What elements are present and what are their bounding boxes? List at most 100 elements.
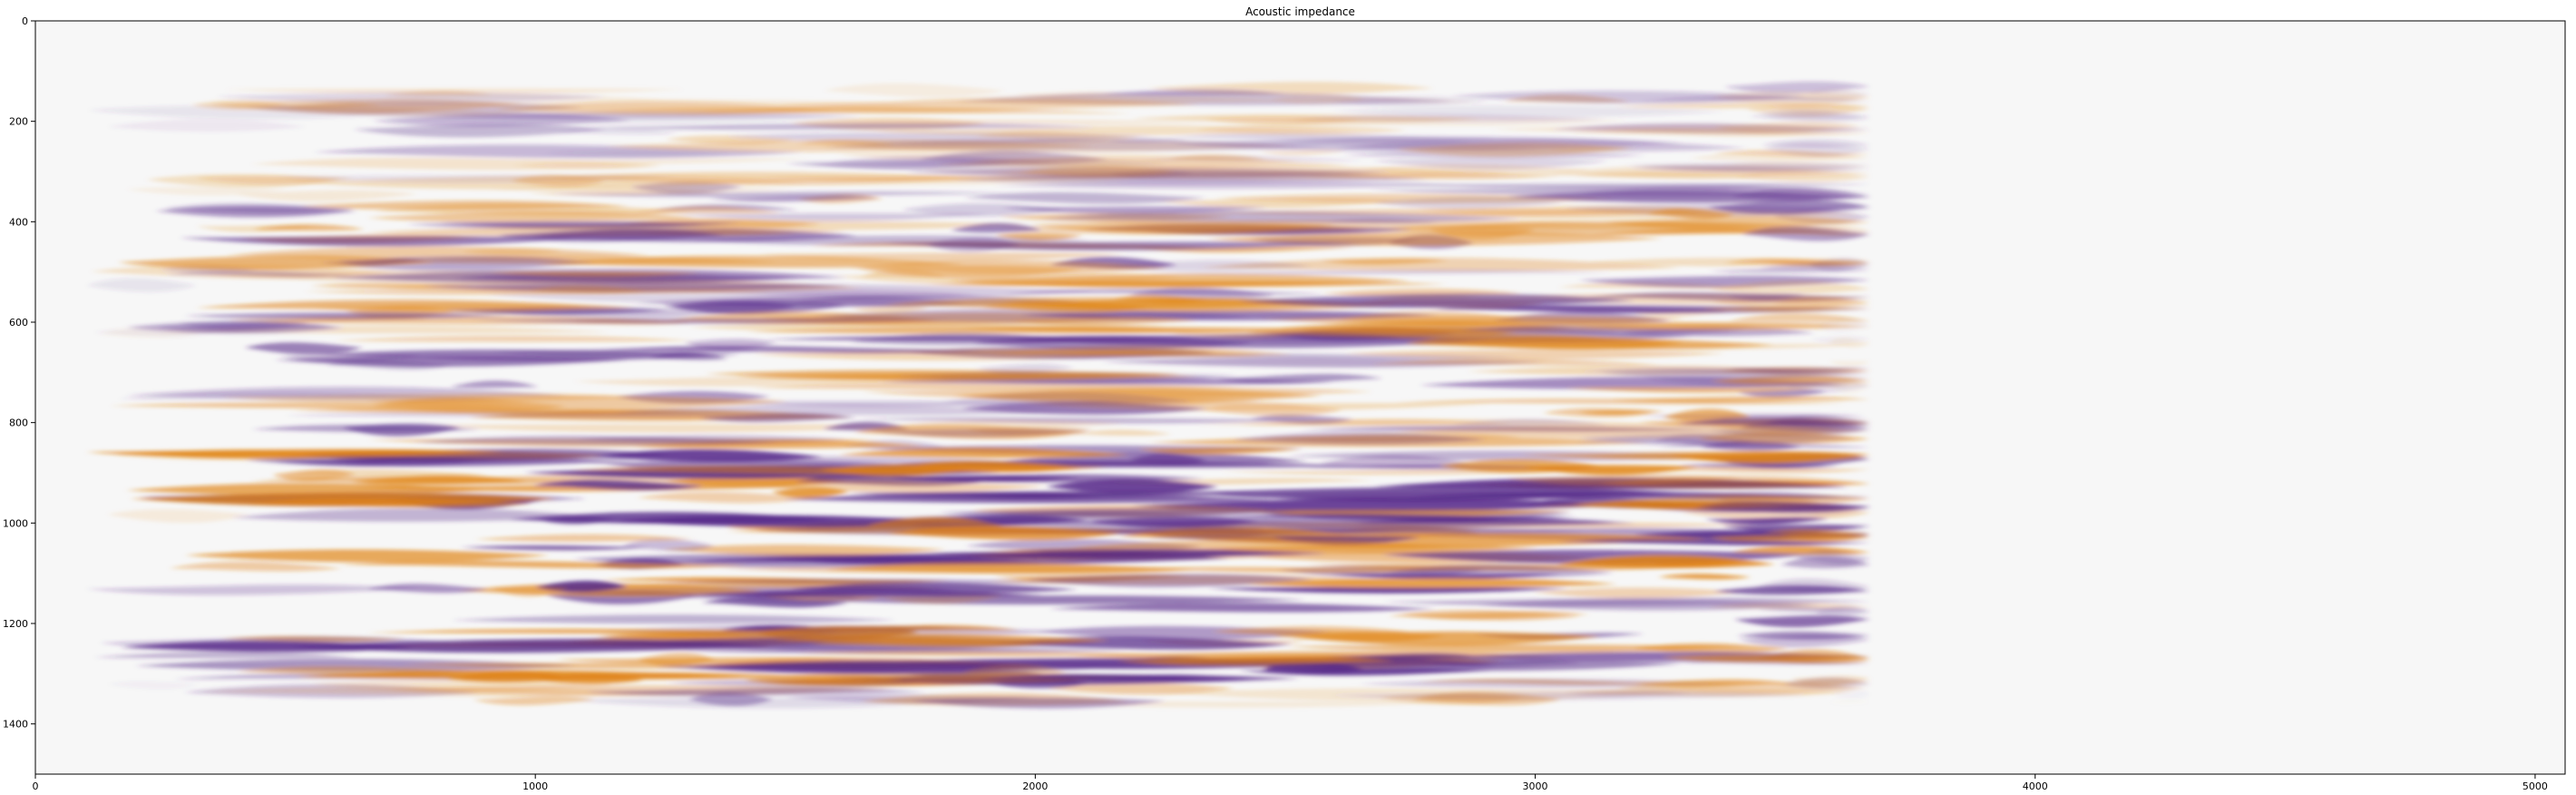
- heatmap-band: [230, 507, 606, 522]
- heatmap-band: [1329, 691, 1809, 701]
- heatmap-band: [1019, 165, 1176, 178]
- heatmap-band: [1211, 625, 1410, 635]
- heatmap-band: [823, 83, 1006, 98]
- heatmap-band: [746, 481, 1048, 493]
- heatmap-band: [852, 305, 930, 314]
- heatmap-band: [548, 191, 1014, 198]
- heatmap-band: [1723, 81, 1870, 94]
- heatmap-band: [688, 692, 773, 706]
- heatmap-band: [164, 270, 354, 278]
- heatmap-band: [611, 404, 1063, 416]
- heatmap-band: [1283, 644, 1751, 653]
- heatmap-band: [1236, 293, 1636, 309]
- heatmap-band: [1460, 325, 1746, 334]
- heatmap-band: [460, 545, 649, 551]
- heatmap-band: [497, 229, 726, 242]
- x-axis: 0 1000 2000 3000 4000 5000: [33, 774, 2548, 792]
- heatmap-band: [421, 282, 850, 292]
- heatmap-band: [528, 285, 647, 294]
- heatmap-band: [184, 549, 550, 563]
- heatmap-band: [1400, 611, 1590, 620]
- heatmap-band: [244, 342, 363, 355]
- heatmap-band: [372, 113, 632, 127]
- heatmap-band: [657, 175, 1133, 186]
- heatmap-band: [155, 206, 357, 218]
- heatmap-band: [135, 658, 579, 672]
- heatmap-band: [298, 200, 629, 211]
- heatmap-band: [1779, 532, 1870, 543]
- x-tick-label: 0: [33, 780, 39, 792]
- heatmap-band: [901, 203, 1066, 217]
- heatmap-band: [366, 628, 825, 634]
- y-axis: 0 200 400 600 800 1000 1200 1400: [3, 15, 35, 731]
- heatmap-band: [1709, 280, 1870, 295]
- heatmap-band: [1757, 606, 1870, 613]
- heatmap-band: [1829, 360, 1870, 368]
- heatmap-band: [1728, 313, 1870, 322]
- heatmap-band: [950, 222, 1042, 233]
- heatmap-band: [1230, 514, 1577, 521]
- heatmap-band: [925, 280, 1448, 288]
- heatmap-band: [1010, 317, 1198, 326]
- heatmap-band: [1741, 226, 1870, 241]
- heatmap-band: [883, 241, 1361, 250]
- heatmap-band: [1712, 121, 1860, 134]
- heatmap-band: [928, 549, 1328, 559]
- heatmap-band: [1382, 597, 1870, 606]
- heatmap-band: [1395, 142, 1630, 157]
- heatmap-band: [636, 491, 818, 504]
- x-tick-label: 1000: [522, 780, 548, 792]
- heatmap-band: [532, 479, 704, 490]
- heatmap-band: [1781, 555, 1870, 569]
- heatmap-band: [1000, 206, 1268, 214]
- heatmap-band: [539, 517, 617, 525]
- heatmap-band: [1733, 615, 1870, 628]
- heatmap-band: [1763, 657, 1870, 663]
- heatmap-band: [567, 466, 989, 475]
- heatmap-band: [1337, 310, 1525, 324]
- heatmap-band: [1206, 586, 1569, 594]
- heatmap-band: [1199, 257, 1682, 271]
- heatmap-band: [451, 614, 897, 624]
- heatmap-band: [964, 191, 1206, 204]
- heatmap-band: [838, 447, 1129, 458]
- heatmap-band: [1640, 95, 1870, 102]
- heatmap-band: [1450, 90, 1807, 104]
- heatmap-band: [1245, 577, 1618, 589]
- heatmap-band: [1418, 204, 1720, 217]
- heatmap-band: [1029, 221, 1336, 234]
- heatmap-band: [1319, 455, 1469, 468]
- heatmap-band: [1056, 348, 1265, 357]
- heatmap-band: [855, 417, 1323, 424]
- heatmap-band: [976, 363, 1075, 375]
- heatmap-band: [106, 509, 250, 524]
- heatmap-band: [590, 123, 1098, 130]
- heatmap-band: [1372, 196, 1565, 210]
- heatmap-band: [1633, 679, 1789, 688]
- heatmap-band: [1759, 263, 1870, 270]
- heatmap-band: [335, 335, 696, 342]
- heatmap-band: [1102, 89, 1287, 96]
- heatmap-band: [1220, 468, 1691, 475]
- heatmap-band: [1810, 336, 1870, 344]
- heatmap-band: [621, 538, 715, 552]
- heatmap-band: [708, 195, 880, 202]
- x-tick-label: 2000: [1022, 780, 1048, 792]
- heatmap-band: [1731, 187, 1870, 200]
- heatmap-band: [435, 99, 931, 113]
- heatmap-band: [1726, 293, 1806, 301]
- heatmap-band: [1657, 574, 1751, 580]
- heatmap-band: [849, 332, 1076, 346]
- heatmap-band: [169, 561, 342, 572]
- heatmap-band: [1196, 418, 1671, 427]
- heatmap-band: [85, 584, 419, 595]
- heatmap-band: [1144, 269, 1614, 275]
- heatmap-band: [1557, 539, 1870, 545]
- heatmap-band: [676, 590, 1045, 597]
- heatmap-band: [249, 157, 662, 171]
- heatmap-band: [342, 423, 461, 437]
- heatmap-band: [1003, 288, 1325, 295]
- y-tick-label: 800: [9, 417, 28, 429]
- heatmap-band: [353, 123, 607, 138]
- heatmap-band: [1330, 574, 1563, 580]
